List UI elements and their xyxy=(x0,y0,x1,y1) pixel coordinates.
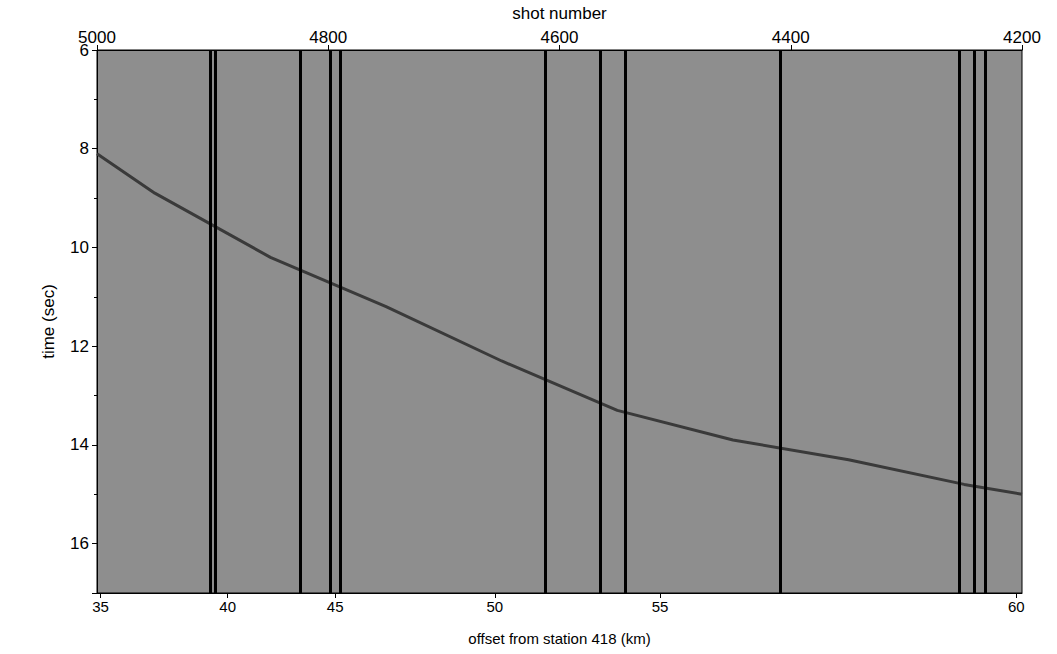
svg-text:5000: 5000 xyxy=(78,28,116,47)
svg-text:55: 55 xyxy=(652,598,669,615)
svg-text:4400: 4400 xyxy=(772,28,810,47)
svg-text:4600: 4600 xyxy=(541,28,579,47)
svg-text:14: 14 xyxy=(70,435,89,454)
svg-text:50: 50 xyxy=(486,598,503,615)
svg-text:4800: 4800 xyxy=(309,28,347,47)
svg-text:35: 35 xyxy=(92,598,109,615)
svg-text:40: 40 xyxy=(219,598,236,615)
svg-text:12: 12 xyxy=(70,337,89,356)
svg-text:10: 10 xyxy=(70,238,89,257)
svg-text:4200: 4200 xyxy=(1003,28,1041,47)
svg-text:time (sec): time (sec) xyxy=(39,284,58,359)
svg-text:16: 16 xyxy=(70,534,89,553)
svg-text:45: 45 xyxy=(327,598,344,615)
svg-text:shot number: shot number xyxy=(512,4,607,23)
svg-text:offset from station 418 (km): offset from station 418 (km) xyxy=(468,630,650,647)
svg-text:6: 6 xyxy=(79,40,89,60)
svg-text:8: 8 xyxy=(80,139,89,158)
svg-text:60: 60 xyxy=(1008,598,1025,615)
